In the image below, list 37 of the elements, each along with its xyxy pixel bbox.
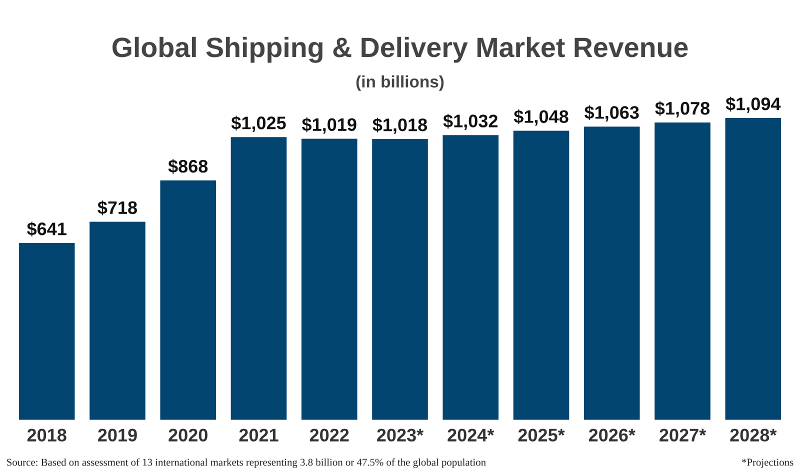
bar [725, 118, 782, 420]
data-label: $1,078 [655, 101, 710, 118]
bar [160, 180, 216, 420]
bar [372, 139, 428, 420]
x-tick-label: 2019 [98, 428, 137, 442]
x-tick-label: 2022 [310, 428, 349, 442]
data-label: $641 [27, 222, 66, 236]
x-tick-label: 2025* [518, 428, 565, 442]
data-label: $1,063 [584, 105, 639, 122]
data-label: $1,048 [514, 109, 568, 126]
x-tick-label: 2023* [377, 428, 424, 442]
source-note: Source: Based on assessment of 13 international markets representing 3.8 billion or 47.5% of the global population [7, 458, 486, 468]
chart-subtitle: (in billions) [356, 75, 444, 91]
chart-title: Global Shipping & Delivery Market Revenue [112, 36, 688, 63]
x-tick-label: 2026* [588, 428, 636, 442]
bar [654, 122, 710, 420]
data-label: $868 [168, 159, 208, 174]
bar [584, 126, 640, 420]
x-tick-label: 2020 [168, 428, 208, 442]
bar [230, 137, 287, 420]
x-tick-label: 2028* [730, 428, 777, 442]
data-label: $1,094 [726, 96, 781, 113]
x-tick-label: 2027* [660, 428, 706, 442]
bar [513, 130, 570, 420]
data-label: $1,025 [231, 116, 286, 132]
text: *Projections [742, 458, 794, 468]
data-label: $1,018 [372, 118, 428, 134]
x-tick-label: 2018 [27, 428, 66, 442]
bar [90, 222, 146, 420]
x-tick-label: 2021 [239, 428, 278, 442]
x-tick-label: 2024* [448, 428, 494, 442]
data-label: $1,032 [443, 114, 498, 130]
bar [301, 138, 358, 420]
bar [442, 135, 499, 420]
data-label: $718 [98, 200, 138, 216]
data-label: $1,019 [302, 117, 356, 134]
bar [18, 243, 75, 420]
